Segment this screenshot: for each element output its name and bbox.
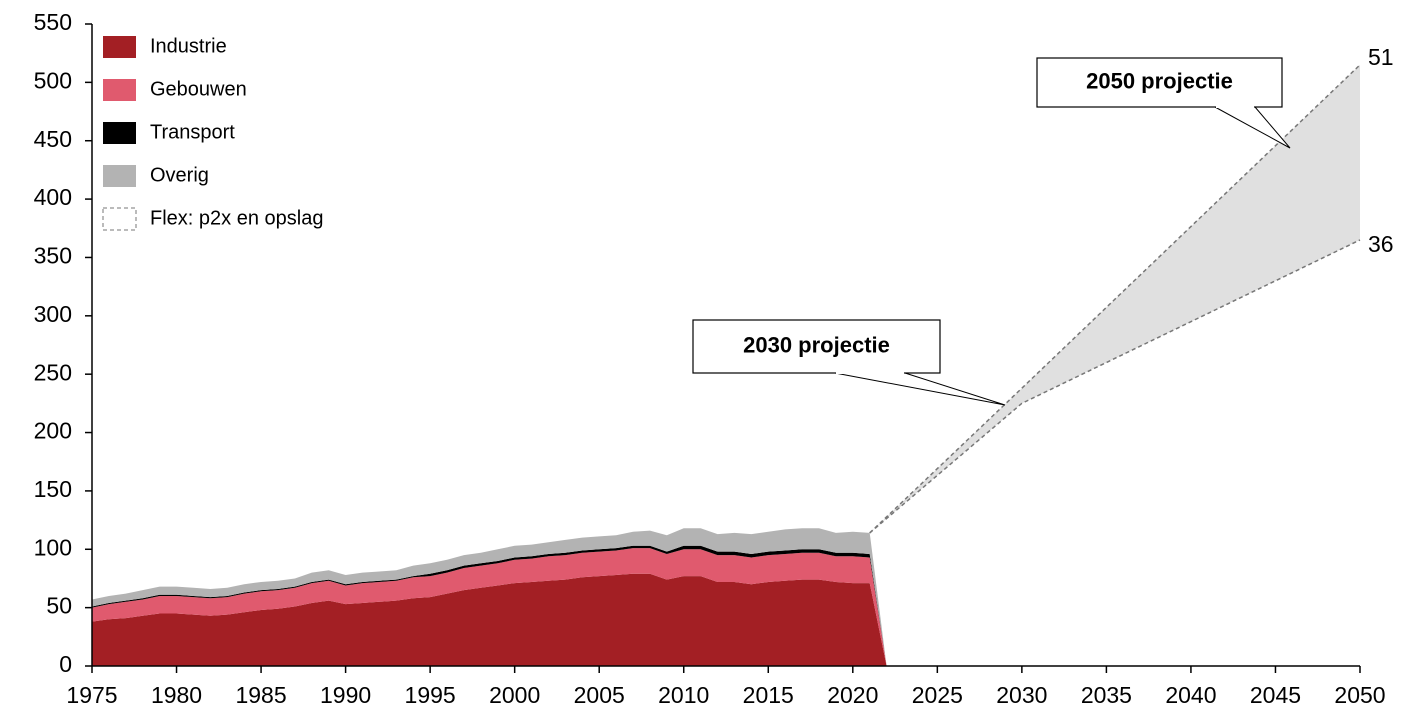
y-tick-label: 200	[34, 418, 72, 444]
callout-pointer	[834, 372, 1006, 406]
x-tick-label: 1980	[151, 682, 202, 708]
x-tick-label: 2025	[912, 682, 963, 708]
y-tick-label: 300	[34, 301, 72, 327]
x-tick-label: 2005	[574, 682, 625, 708]
x-tick-label: 2010	[658, 682, 709, 708]
legend-swatch	[102, 207, 137, 231]
callout-pointer	[1214, 106, 1291, 149]
area	[92, 573, 887, 666]
legend-swatch	[103, 36, 136, 58]
x-tick-label: 1990	[320, 682, 371, 708]
y-tick-label: 100	[34, 534, 72, 560]
y-tick-label: 350	[34, 243, 72, 269]
legend-label: Gebouwen	[150, 78, 247, 100]
y-tick-label: 500	[34, 67, 72, 93]
y-tick-label: 0	[59, 651, 72, 677]
y-tick-label: 150	[34, 476, 72, 502]
x-tick-label: 2020	[827, 682, 878, 708]
x-tick-label: 2045	[1250, 682, 1301, 708]
callout-box	[1036, 57, 1283, 108]
legend-label: Overig	[150, 164, 209, 186]
legend-label: Flex: p2x en opslag	[150, 207, 323, 229]
x-tick-label: 2050	[1334, 682, 1385, 708]
flex-lower	[869, 239, 1361, 534]
x-tick-label: 1995	[405, 682, 456, 708]
legend-label: Industrie	[150, 35, 227, 57]
annotation: 2050 projectie	[1086, 68, 1233, 93]
y-tick-label: 450	[34, 126, 72, 152]
x-tick-label: 2015	[743, 682, 794, 708]
y-tick-label: 550	[34, 9, 72, 35]
y-tick-label: 50	[46, 593, 72, 619]
area	[92, 528, 887, 666]
x-tick-label: 2000	[489, 682, 540, 708]
x-tick-label: 2030	[996, 682, 1047, 708]
end-label: 51	[1368, 44, 1394, 70]
x-tick-label: 2040	[1165, 682, 1216, 708]
annotation: 2030 projectie	[743, 332, 890, 357]
callout-box	[692, 319, 941, 374]
area	[92, 548, 887, 666]
x-tick-label: 1985	[235, 682, 286, 708]
y-tick-label: 250	[34, 359, 72, 385]
legend-label: Transport	[150, 121, 235, 143]
legend-swatch	[103, 165, 136, 187]
end-label: 36	[1368, 231, 1394, 257]
flex-upper	[869, 64, 1361, 534]
legend-swatch	[103, 79, 136, 101]
x-tick-label: 2035	[1081, 682, 1132, 708]
y-tick-label: 400	[34, 184, 72, 210]
x-tick-label: 1975	[66, 682, 117, 708]
legend-swatch	[103, 122, 136, 144]
